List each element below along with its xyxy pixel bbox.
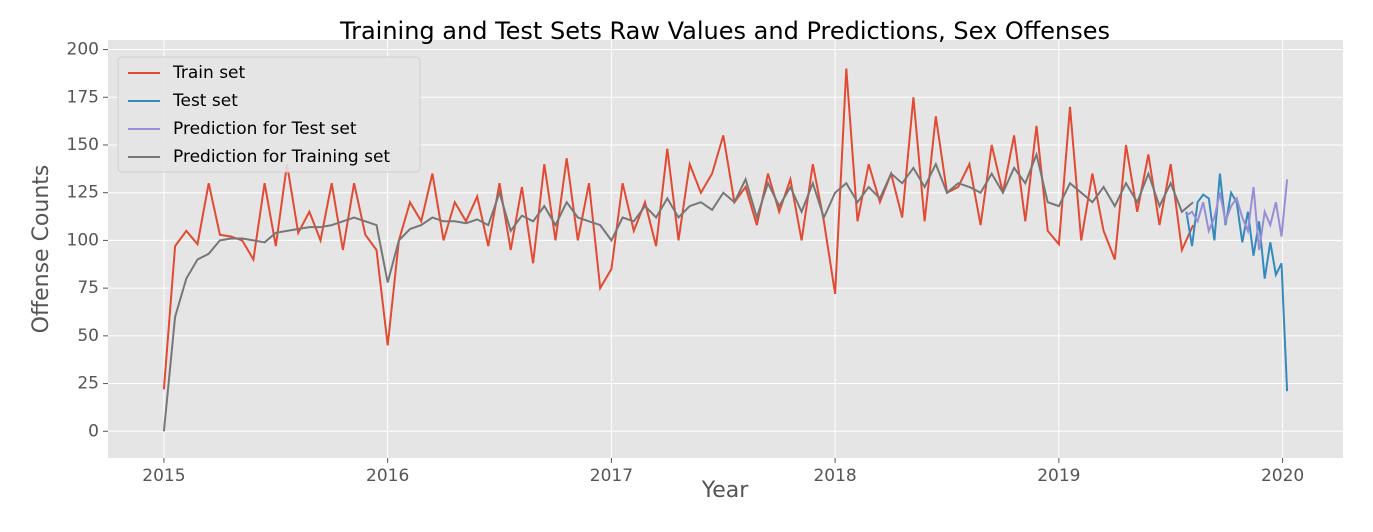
y-tick-label: 150 — [67, 135, 99, 155]
y-tick-label: 50 — [77, 326, 99, 346]
legend-label: Train set — [172, 63, 246, 83]
legend-box — [117, 56, 421, 173]
x-axis-label: Year — [701, 478, 750, 503]
x-tick-label: 2015 — [142, 466, 185, 486]
series-line — [1185, 173, 1289, 392]
x-tick-label: 2018 — [813, 466, 856, 486]
legend-label: Test set — [172, 91, 238, 111]
y-tick-label: 25 — [77, 374, 99, 394]
y-tick-label: 125 — [67, 183, 99, 203]
y-tick-label: 200 — [67, 40, 99, 60]
y-tick-label: 75 — [77, 278, 99, 298]
series-line — [1185, 179, 1289, 251]
series-line — [162, 68, 1195, 390]
legend-label: Prediction for Test set — [173, 119, 357, 139]
y-tick-label: 175 — [67, 87, 99, 107]
x-tick-label: 2019 — [1037, 466, 1080, 486]
x-tick-label: 2020 — [1261, 466, 1304, 486]
y-tick-label: 100 — [67, 230, 99, 250]
x-tick-label: 2017 — [590, 466, 633, 486]
y-tick-label: 0 — [88, 421, 99, 441]
legend-label: Prediction for Training set — [173, 147, 390, 167]
y-axis-label: Offense Counts — [29, 165, 54, 334]
x-tick-label: 2016 — [366, 466, 409, 486]
series-line — [162, 151, 1194, 432]
chart-title: Training and Test Sets Raw Values and Pr… — [339, 17, 1110, 45]
